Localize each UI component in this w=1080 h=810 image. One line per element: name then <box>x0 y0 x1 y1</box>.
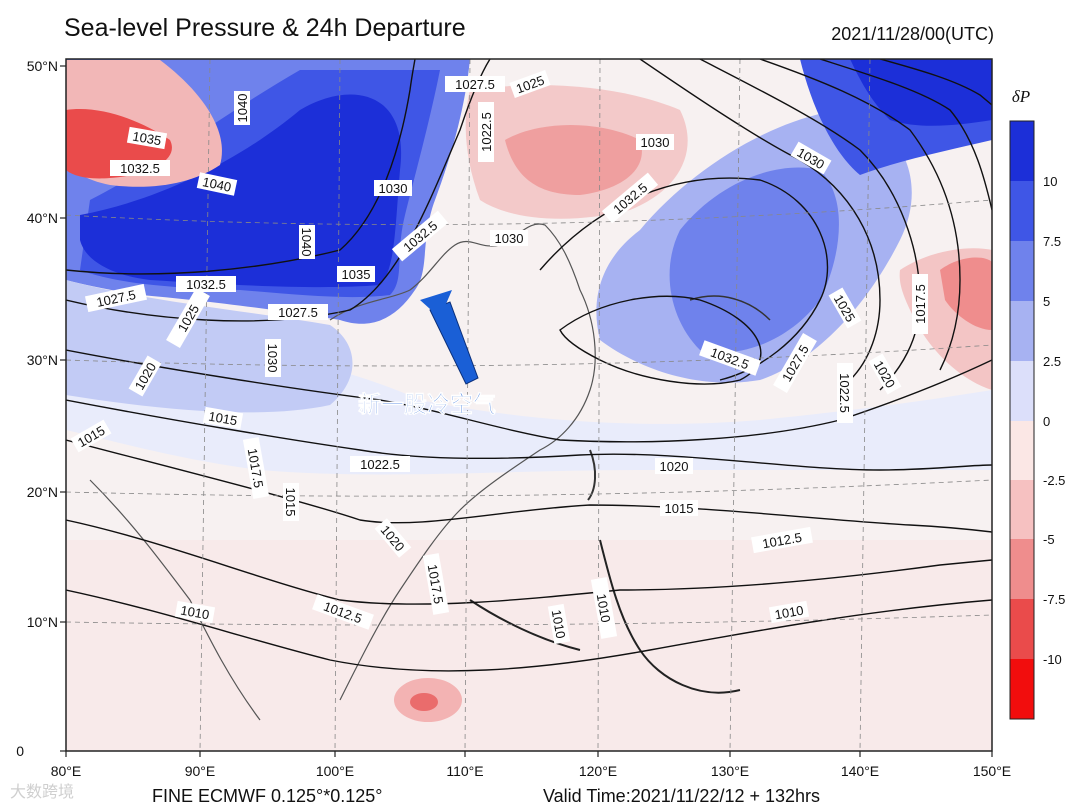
isobar-label-1010-b: 1010 <box>179 603 210 623</box>
isobar-label-1010-d: 1010 <box>549 609 569 640</box>
isobar-label-1015-b: 1015 <box>207 409 238 429</box>
colorbar-label: δP <box>1012 87 1030 106</box>
colorbar-tick-7-5: 7.5 <box>1043 234 1061 249</box>
lon-label-90e: 90°E <box>185 763 216 779</box>
departure-field: 1040 1032.5 1035 1040 1030 1040 1035 103… <box>66 59 992 751</box>
colorbar-tick-neg-7-5: -7.5 <box>1043 592 1065 607</box>
isobar-label-1035-b: 1035 <box>342 267 371 282</box>
lon-label-110e: 110°E <box>446 763 483 779</box>
colorbar-tick-10: 10 <box>1043 174 1057 189</box>
lon-label-130e: 130°E <box>711 763 749 779</box>
lat-label-0: 0 <box>16 743 24 759</box>
isobar-label-1040: 1040 <box>235 94 250 123</box>
lon-label-100e: 100°E <box>316 763 354 779</box>
lat-label-10n: 10°N <box>27 614 58 630</box>
isobar-label-1020-b: 1020 <box>660 459 689 474</box>
cold-air-annotation: 新一股冷空气 <box>358 391 496 418</box>
cold-air-arrow-icon <box>420 290 479 385</box>
isobar-label-1030-c: 1030 <box>495 231 524 246</box>
colorbar: δP 10 7.5 5 2.5 0 -2.5 -5 -7.5 -10 <box>1009 87 1065 720</box>
isobar-label-1030-e: 1030 <box>265 344 280 373</box>
watermark: 大数跨境 <box>10 784 75 801</box>
plot-frame <box>65 58 993 752</box>
isobar-label-1027-5-b: 1027.5 <box>278 305 318 320</box>
isobar-label-1032-5: 1032.5 <box>120 161 160 176</box>
lon-label-140e: 140°E <box>841 763 879 779</box>
colorbar-tick-5: 5 <box>1043 294 1050 309</box>
isobar-label-1030: 1030 <box>379 181 408 196</box>
isobar-label-1012-5: 1012.5 <box>761 530 803 552</box>
isobar-label-1030-b: 1030 <box>641 135 670 150</box>
model-resolution: FINE ECMWF 0.125°*0.125° <box>152 786 383 806</box>
lon-label-80e: 80°E <box>51 763 82 779</box>
lon-label-150e: 150°E <box>973 763 1011 779</box>
colorbar-tick-neg-5: -5 <box>1043 532 1055 547</box>
chart-title: Sea-level Pressure & 24h Departure <box>64 14 466 42</box>
isobar-label-1027-5-c: 1027.5 <box>455 77 495 92</box>
colorbar-tick-neg-10: -10 <box>1043 652 1062 667</box>
colorbar-tick-2-5: 2.5 <box>1043 354 1061 369</box>
isobar-label-1017-5-b: 1017.5 <box>425 563 447 605</box>
isobar-label-1017-5: 1017.5 <box>913 284 928 324</box>
lat-label-20n: 20°N <box>27 484 58 500</box>
lat-label-30n: 30°N <box>27 352 58 368</box>
isobar-label-1010: 1010 <box>774 603 805 623</box>
isobar-label-1010-c: 1010 <box>594 593 614 624</box>
isobar-label-1022-5-c: 1022.5 <box>479 112 494 152</box>
valid-time: Valid Time:2021/11/22/12 + 132hrs <box>543 786 821 806</box>
valid-date: 2021/11/28/00(UTC) <box>831 24 994 44</box>
colorbar-tick-0: 0 <box>1043 414 1050 429</box>
isobar-label-1017-5-c: 1017.5 <box>245 447 267 489</box>
lat-label-40n: 40°N <box>27 210 58 226</box>
isobar-label-1040-c: 1040 <box>299 228 314 257</box>
isobar-label-1015-d: 1015 <box>283 488 298 517</box>
isobar-label-1035: 1035 <box>131 129 162 149</box>
lon-label-120e: 120°E <box>579 763 617 779</box>
isobar-label-1032-5-b: 1032.5 <box>186 277 226 292</box>
colorbar-tick-neg-2-5: -2.5 <box>1043 473 1065 488</box>
isobar-label-1022-5-b: 1022.5 <box>360 457 400 472</box>
isobar-label-1022-5: 1022.5 <box>837 373 852 413</box>
lat-label-50n: 50°N <box>27 58 58 74</box>
isobar-label-1015: 1015 <box>665 501 694 516</box>
isobar-label-1040-b: 1040 <box>201 174 232 195</box>
